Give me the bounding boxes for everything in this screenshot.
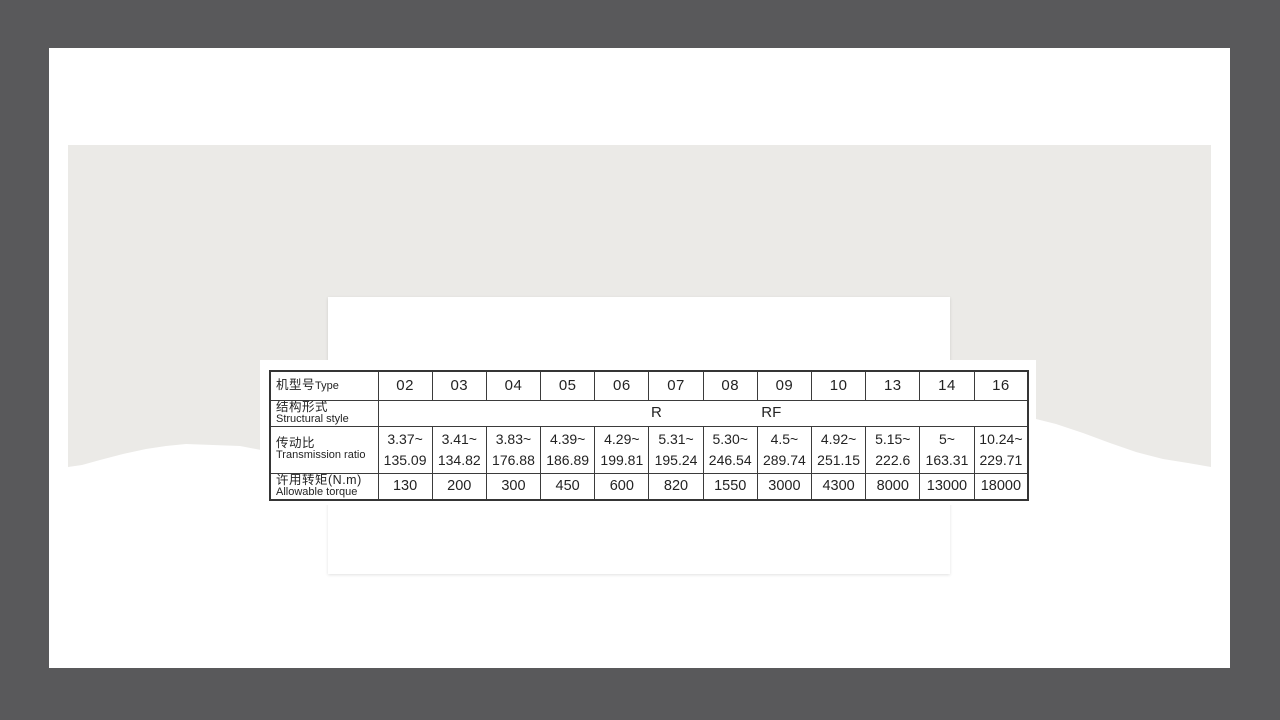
type-value-cell: 07 bbox=[648, 370, 704, 401]
torque-label-zh: 许用转矩(N.m) bbox=[276, 473, 362, 487]
type-value-cell: 06 bbox=[594, 370, 650, 401]
structural-row-label: 结构形式 Structural style bbox=[269, 399, 379, 427]
type-label-zh: 机型号 bbox=[276, 378, 316, 393]
transmission-label-en: Transmission ratio bbox=[276, 449, 366, 462]
ratio-max: 289.74 bbox=[762, 451, 806, 468]
ratio-min: 3.37~ bbox=[387, 430, 423, 447]
type-value-cell: 10 bbox=[810, 370, 867, 401]
torque-value-cell: 18000 bbox=[973, 472, 1029, 501]
transmission-value-cell: 4.5~ 289.74 bbox=[756, 425, 813, 474]
type-value-cell: 13 bbox=[865, 370, 921, 401]
transmission-label-zh: 传动比 bbox=[276, 436, 316, 451]
transmission-value-cell: 5.30~ 246.54 bbox=[702, 425, 758, 474]
allowable-torque-row: 许用转矩(N.m) Allowable torque 130 200 300 45… bbox=[269, 472, 1029, 501]
torque-row-label: 许用转矩(N.m) Allowable torque bbox=[269, 472, 379, 501]
ratio-min: 5~ bbox=[938, 430, 955, 447]
transmission-value-cell: 3.83~ 176.88 bbox=[485, 425, 542, 474]
type-value-cell: 02 bbox=[377, 370, 433, 401]
ratio-min: 4.5~ bbox=[770, 430, 799, 447]
torque-value-cell: 820 bbox=[648, 472, 704, 501]
transmission-value-cell: 5~ 163.31 bbox=[919, 425, 975, 474]
ratio-max: 229.71 bbox=[979, 451, 1023, 468]
transmission-value-cell: 10.24~ 229.71 bbox=[973, 425, 1029, 474]
transmission-value-cell: 5.15~ 222.6 bbox=[865, 425, 921, 474]
torque-value-cell: 450 bbox=[540, 472, 596, 501]
transmission-value-cell: 4.29~ 199.81 bbox=[594, 425, 650, 474]
structural-value-rf: RF bbox=[761, 404, 782, 422]
type-value-cell: 04 bbox=[485, 370, 542, 401]
type-value-cell: 14 bbox=[919, 370, 975, 401]
ratio-min: 5.30~ bbox=[712, 430, 748, 447]
torque-value-cell: 600 bbox=[594, 472, 650, 501]
ratio-max: 246.54 bbox=[708, 451, 752, 468]
ratio-max: 134.82 bbox=[437, 451, 481, 468]
ratio-max: 186.89 bbox=[546, 451, 590, 468]
gearbox-spec-table: 机型号Type 02 03 04 05 06 07 08 09 10 13 14… bbox=[269, 370, 1030, 501]
ratio-min: 10.24~ bbox=[979, 430, 1023, 447]
torque-value-cell: 130 bbox=[377, 472, 433, 501]
structural-label-en: Structural style bbox=[276, 412, 349, 425]
type-row-label: 机型号Type bbox=[269, 370, 379, 401]
ratio-max: 251.15 bbox=[817, 451, 860, 468]
ratio-max: 176.88 bbox=[492, 451, 535, 468]
ratio-max: 222.6 bbox=[875, 451, 911, 468]
torque-label-en: Allowable torque bbox=[276, 486, 358, 499]
structural-value-r: R bbox=[650, 404, 662, 422]
type-value-cell: 03 bbox=[431, 370, 487, 401]
torque-value-cell: 300 bbox=[485, 472, 542, 501]
ratio-min: 5.31~ bbox=[658, 430, 694, 447]
ratio-min: 5.15~ bbox=[875, 430, 911, 447]
transmission-ratio-row: 传动比 Transmission ratio 3.37~ 135.09 3.41~ 1… bbox=[269, 425, 1029, 474]
ratio-min: 4.39~ bbox=[549, 430, 586, 447]
ratio-max: 135.09 bbox=[383, 451, 427, 468]
ratio-max: 199.81 bbox=[600, 451, 644, 468]
transmission-value-cell: 3.41~ 134.82 bbox=[431, 425, 487, 474]
transmission-value-cell: 4.39~ 186.89 bbox=[540, 425, 596, 474]
type-value-cell: 16 bbox=[973, 370, 1029, 401]
type-label-en: Type bbox=[315, 380, 339, 393]
transmission-value-cell: 3.37~ 135.09 bbox=[377, 425, 433, 474]
spec-table-block: 机型号Type 02 03 04 05 06 07 08 09 10 13 14… bbox=[260, 360, 1036, 505]
torque-value-cell: 3000 bbox=[756, 472, 813, 501]
ratio-min: 4.29~ bbox=[604, 430, 640, 447]
transmission-value-cell: 4.92~ 251.15 bbox=[810, 425, 867, 474]
torque-value-cell: 13000 bbox=[919, 472, 975, 501]
torque-value-cell: 200 bbox=[431, 472, 487, 501]
ratio-max: 163.31 bbox=[925, 451, 969, 468]
ratio-max: 195.24 bbox=[654, 451, 698, 468]
torque-value-cell: 4300 bbox=[810, 472, 867, 501]
transmission-row-label: 传动比 Transmission ratio bbox=[269, 425, 379, 474]
ratio-min: 4.92~ bbox=[820, 430, 857, 447]
ratio-min: 3.83~ bbox=[495, 430, 532, 447]
structural-label-zh: 结构形式 bbox=[276, 400, 329, 414]
type-value-cell: 08 bbox=[702, 370, 758, 401]
torque-value-cell: 8000 bbox=[865, 472, 921, 501]
type-row: 机型号Type 02 03 04 05 06 07 08 09 10 13 14… bbox=[269, 370, 1029, 401]
torque-value-cell: 1550 bbox=[702, 472, 758, 501]
transmission-value-cell: 5.31~ 195.24 bbox=[648, 425, 704, 474]
ratio-min: 3.41~ bbox=[441, 430, 477, 447]
type-value-cell: 09 bbox=[756, 370, 813, 401]
type-value-cell: 05 bbox=[540, 370, 596, 401]
structural-merged-cell: R RF bbox=[377, 399, 1029, 427]
document-page: 机型号Type 02 03 04 05 06 07 08 09 10 13 14… bbox=[49, 48, 1230, 668]
structural-style-row: 结构形式 Structural style R RF bbox=[269, 399, 1029, 427]
